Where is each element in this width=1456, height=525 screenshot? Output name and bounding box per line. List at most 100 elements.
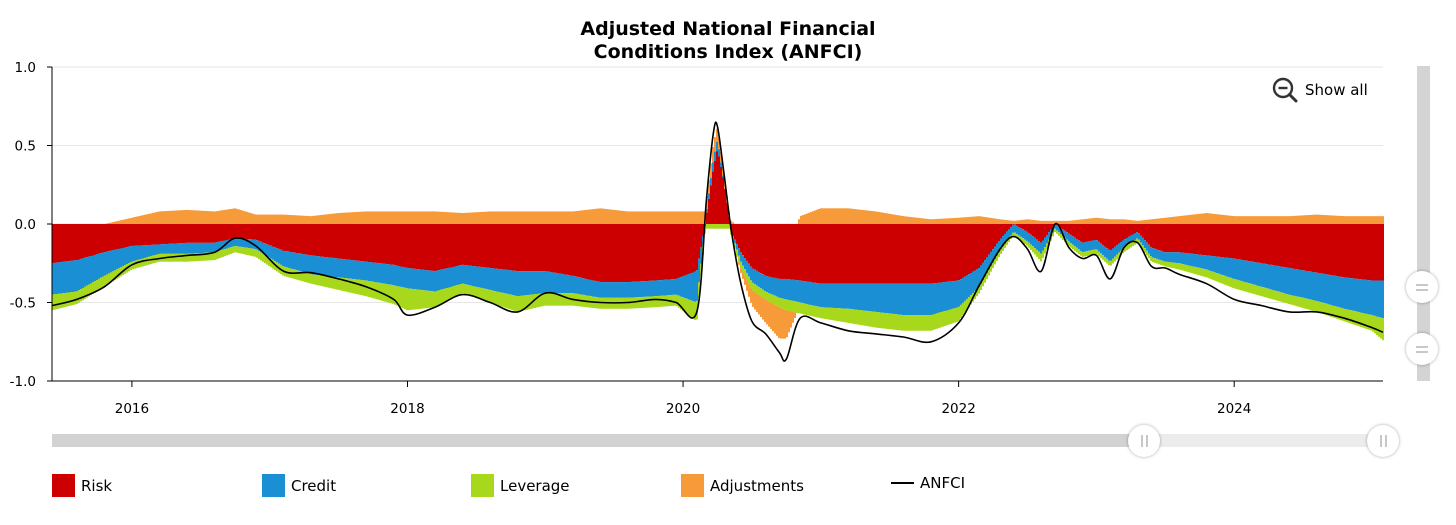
- bar-segment-credit: [102, 252, 104, 277]
- bar-segment-risk: [1220, 224, 1222, 258]
- legend-item-adjustments[interactable]: Adjustments: [681, 474, 804, 497]
- bar-segment-leverage: [1364, 313, 1366, 329]
- bar-segment-adjustments: [414, 211, 416, 224]
- bar-segment-leverage: [932, 314, 934, 331]
- bar-segment-credit: [770, 277, 772, 294]
- bar-segment-risk: [738, 224, 740, 249]
- bar-segment-credit: [1104, 246, 1106, 257]
- bar-segment-risk: [1210, 224, 1212, 256]
- bar-segment-adjustments: [130, 217, 132, 224]
- bar-segment-adjustments: [368, 211, 370, 224]
- bar-segment-risk: [792, 224, 794, 280]
- bar-segment-leverage: [720, 224, 722, 229]
- bar-segment-leverage: [552, 293, 554, 306]
- bar-segment-credit: [262, 242, 264, 254]
- bar-segment-credit: [1330, 275, 1332, 305]
- bar-segment-adjustments: [560, 211, 562, 224]
- bar-segment-credit: [502, 269, 504, 293]
- show-all-label: Show all: [1305, 81, 1368, 99]
- bar-segment-credit: [254, 239, 256, 249]
- bar-segment-adjustments: [128, 218, 130, 224]
- bar-segment-leverage: [1150, 256, 1152, 261]
- bar-segment-adjustments: [938, 218, 940, 224]
- bar-segment-adjustments: [1170, 217, 1172, 224]
- bar-segment-credit: [1222, 257, 1224, 276]
- legend-item-credit[interactable]: Credit: [262, 474, 336, 497]
- bar-segment-adjustments: [1076, 219, 1078, 224]
- bar-segment-risk: [838, 224, 840, 284]
- bar-segment-credit: [496, 268, 498, 292]
- bar-segment-risk: [896, 224, 898, 284]
- bar-segment-leverage: [328, 276, 330, 288]
- bar-segment-risk: [976, 224, 978, 270]
- bar-segment-leverage: [1164, 261, 1166, 267]
- bar-segment-credit: [998, 241, 1000, 253]
- bar-segment-credit: [234, 238, 236, 247]
- bar-segment-leverage: [1148, 253, 1150, 259]
- bar-segment-risk: [1102, 224, 1104, 245]
- horizontal-scroll-handle-left[interactable]: [1128, 425, 1160, 457]
- bar-segment-credit: [286, 251, 288, 268]
- legend-item-leverage[interactable]: Leverage: [471, 474, 570, 497]
- bar-segment-leverage: [176, 253, 178, 262]
- bar-segment-credit: [670, 279, 672, 296]
- bar-segment-leverage: [828, 307, 830, 320]
- bar-segment-credit: [440, 269, 442, 290]
- bar-segment-credit: [82, 258, 84, 288]
- bar-segment-leverage: [214, 252, 216, 260]
- bar-segment-risk: [560, 224, 562, 274]
- bar-segment-leverage: [642, 296, 644, 308]
- bar-segment-leverage: [718, 224, 720, 229]
- bar-segment-leverage: [118, 268, 120, 278]
- bar-segment-credit: [970, 272, 972, 295]
- bar-segment-risk: [1374, 224, 1376, 281]
- bar-segment-adjustments: [1254, 216, 1256, 224]
- legend-item-risk[interactable]: Risk: [52, 474, 112, 497]
- bar-segment-credit: [642, 281, 644, 297]
- bar-segment-risk: [1256, 224, 1258, 263]
- bar-segment-credit: [190, 242, 192, 254]
- bar-segment-risk: [186, 224, 188, 243]
- bar-segment-leverage: [1242, 281, 1244, 291]
- bar-segment-leverage: [192, 253, 194, 262]
- show-all-button[interactable]: Show all: [1271, 76, 1368, 104]
- bar-segment-risk: [360, 224, 362, 262]
- bar-segment-risk: [68, 224, 70, 262]
- bar-segment-adjustments: [500, 211, 502, 224]
- bar-segment-risk: [674, 224, 676, 280]
- bar-segment-credit: [322, 256, 324, 276]
- bar-segment-adjustments: [294, 215, 296, 224]
- bar-segment-leverage: [994, 259, 996, 265]
- bar-segment-adjustments: [166, 211, 168, 224]
- bar-segment-leverage: [1020, 236, 1022, 241]
- bar-segment-adjustments: [470, 212, 472, 224]
- legend-item-anfci[interactable]: ANFCI: [891, 474, 965, 492]
- bar-segment-risk: [682, 224, 684, 277]
- bar-segment-adjustments: [1162, 217, 1164, 224]
- bar-segment-credit: [826, 283, 828, 308]
- bar-segment-risk: [774, 224, 776, 278]
- bar-segment-risk: [970, 224, 972, 273]
- bar-segment-leverage: [660, 295, 662, 307]
- bar-segment-credit: [1136, 232, 1138, 239]
- bar-segment-credit: [346, 259, 348, 279]
- bar-segment-credit: [988, 254, 990, 270]
- bar-segment-adjustments: [1340, 215, 1342, 224]
- horizontal-scroll-handle-right[interactable]: [1367, 425, 1399, 457]
- bar-segment-credit: [692, 272, 694, 302]
- bar-segment-credit: [276, 248, 278, 263]
- bar-segment-leverage: [1002, 246, 1004, 251]
- bar-segment-credit: [226, 240, 228, 249]
- horizontal-scrollbar-range[interactable]: [52, 434, 1144, 447]
- bar-segment-credit: [470, 265, 472, 286]
- bar-segment-credit: [1278, 266, 1280, 292]
- bar-segment-credit: [1316, 272, 1318, 301]
- bar-segment-adjustments: [308, 216, 310, 224]
- bar-segment-leverage: [266, 256, 268, 265]
- bar-segment-adjustments: [486, 211, 488, 224]
- vertical-scroll-handle-top[interactable]: [1406, 271, 1438, 303]
- bar-segment-credit: [538, 271, 540, 294]
- bar-segment-adjustments: [178, 210, 180, 224]
- bar-segment-adjustments: [678, 211, 680, 224]
- vertical-scroll-handle-bottom[interactable]: [1406, 333, 1438, 365]
